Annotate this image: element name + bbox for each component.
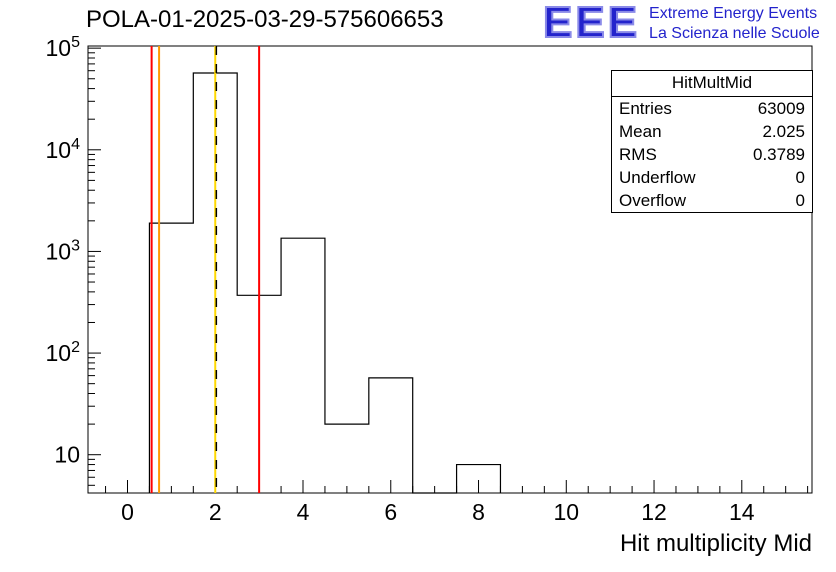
- x-axis-title: Hit multiplicity Mid: [619, 530, 812, 557]
- stat-value: 0: [795, 168, 805, 187]
- y-tick-exponent: 4: [71, 136, 80, 153]
- eee-logo-line2: La Scienza nelle Scuole: [649, 25, 820, 42]
- y-tick-label: 103: [46, 237, 81, 264]
- eee-logo-subtitle: Extreme Energy Events La Scienza nelle S…: [649, 2, 820, 44]
- histogram-outline: [148, 72, 502, 494]
- stats-row-mean: Mean 2.025: [612, 120, 812, 143]
- stat-label: Entries: [619, 99, 672, 118]
- stats-box: HitMultMid Entries 63009 Mean 2.025 RMS …: [611, 70, 813, 213]
- y-tick-base: 10: [46, 238, 72, 264]
- y-tick-base: 10: [46, 340, 72, 366]
- stats-row-underflow: Underflow 0: [612, 166, 812, 189]
- y-tick-label: 102: [46, 339, 81, 366]
- y-tick-exponent: 2: [71, 339, 80, 356]
- stats-row-overflow: Overflow 0: [612, 189, 812, 212]
- y-tick-base: 10: [46, 137, 72, 163]
- stat-label: Overflow: [619, 191, 687, 210]
- stat-label: Underflow: [619, 168, 696, 187]
- y-tick-label: 104: [46, 136, 81, 163]
- stat-value: 0.3789: [753, 145, 805, 164]
- stats-row-entries: Entries 63009: [612, 97, 812, 120]
- x-tick-label: 6: [384, 499, 397, 525]
- eee-logo: EEE Extreme Energy Events La Scienza nel…: [542, 0, 820, 47]
- y-tick-exponent: 3: [71, 237, 80, 254]
- x-tick-label: 2: [209, 499, 222, 525]
- stat-value: 2.025: [762, 122, 805, 141]
- y-tick-base: 10: [54, 442, 80, 468]
- stats-row-rms: RMS 0.3789: [612, 143, 812, 166]
- eee-logo-text: EEE: [542, 0, 641, 47]
- y-tick-exponent: 5: [71, 34, 80, 51]
- stat-value: 63009: [757, 99, 805, 118]
- stat-label: Mean: [619, 122, 662, 141]
- plot-title: POLA-01-2025-03-29-575606653: [86, 6, 444, 33]
- y-tick-label: 105: [46, 34, 81, 61]
- stat-value: 0: [795, 191, 805, 210]
- stats-title: HitMultMid: [612, 71, 812, 97]
- x-tick-label: 4: [297, 499, 310, 525]
- y-tick-base: 10: [46, 35, 72, 61]
- stat-label: RMS: [619, 145, 657, 164]
- eee-logo-line1: Extreme Energy Events: [649, 5, 818, 22]
- y-tick-label: 10: [54, 442, 80, 468]
- x-tick-label: 12: [641, 499, 667, 525]
- x-tick-label: 10: [553, 499, 579, 525]
- x-tick-label: 14: [729, 499, 755, 525]
- x-tick-label: 0: [121, 499, 134, 525]
- x-tick-label: 8: [472, 499, 485, 525]
